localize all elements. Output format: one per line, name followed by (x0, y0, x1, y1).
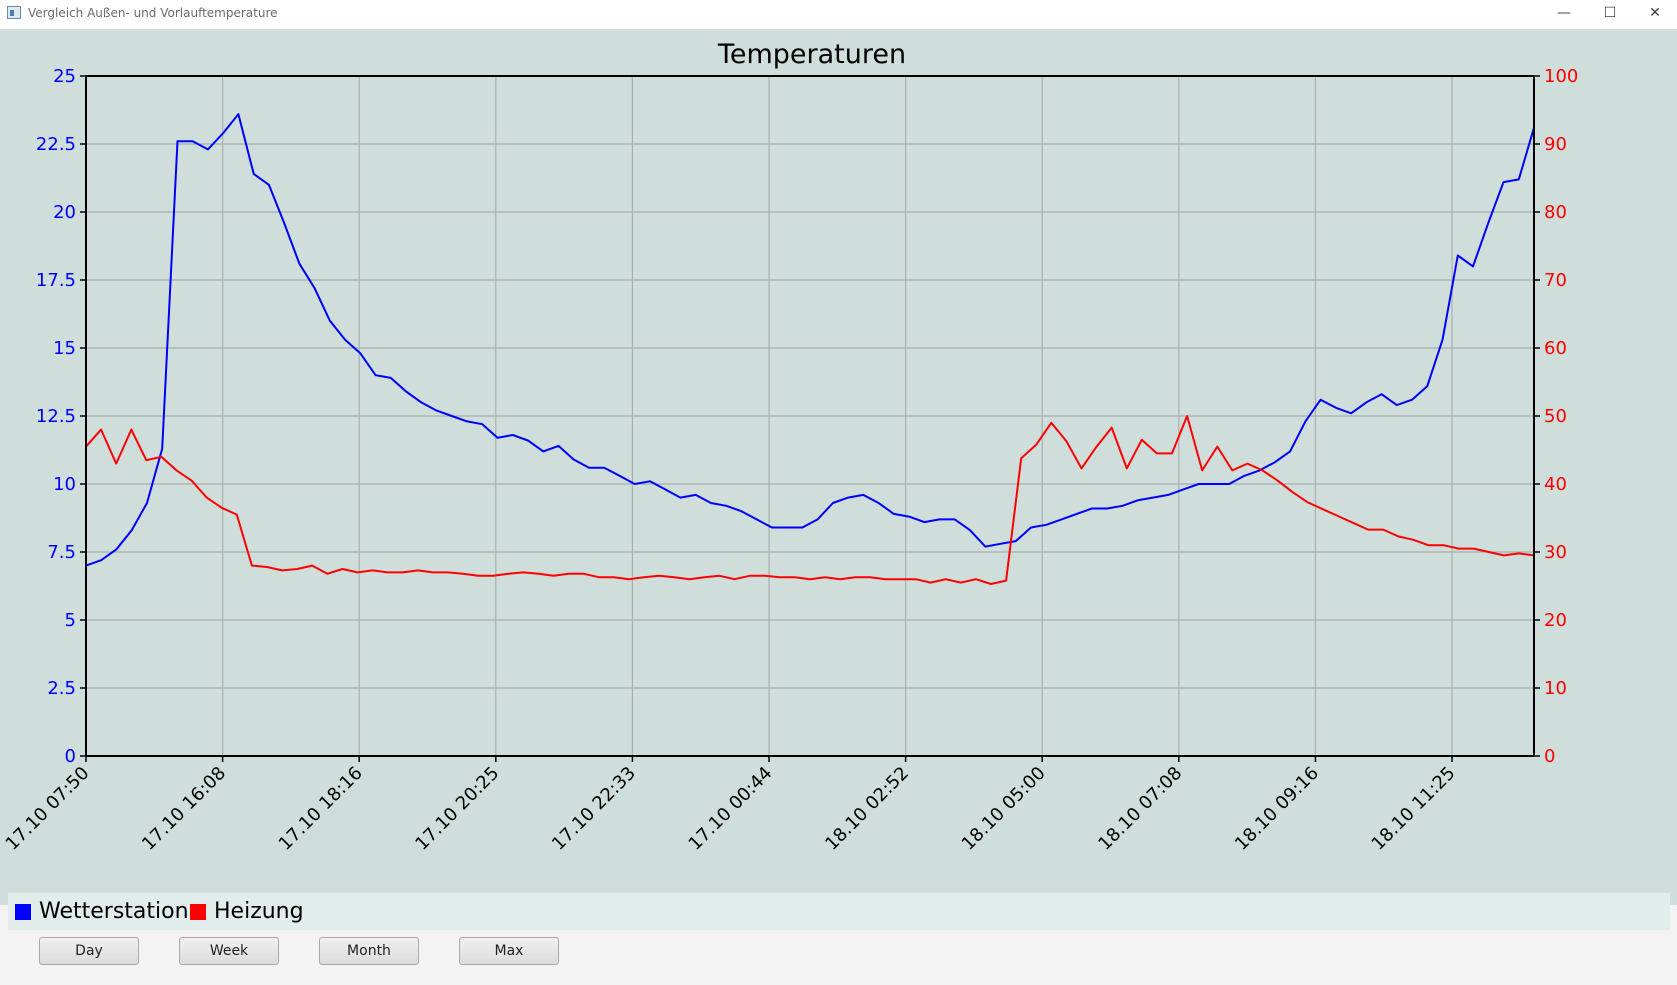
minimize-button[interactable]: — (1557, 5, 1571, 21)
x-tick-label: 17.10 07:50 (2, 763, 94, 855)
y-right-tick-label: 90 (1544, 134, 1567, 155)
y-left-tick-label: 17.5 (36, 270, 76, 291)
legend-item-wetterstation: Wetterstation (15, 893, 189, 930)
x-tick-label: 17.10 20:25 (411, 763, 503, 855)
legend: Wetterstation Heizung (8, 893, 1670, 930)
y-right-tick-label: 20 (1544, 610, 1567, 631)
series-line-heizung (85, 415, 1535, 585)
x-tick-label: 18.10 05:00 (958, 763, 1050, 855)
window-titlebar: Vergleich Außen- und Vorlauftemperature … (0, 0, 1677, 29)
legend-swatch-heizung (190, 903, 206, 920)
grid-lines (85, 75, 1534, 757)
chart-title: Temperaturen (717, 39, 906, 70)
close-button[interactable]: ✕ (1649, 5, 1661, 21)
y-right-tick-label: 50 (1544, 406, 1567, 427)
y-left-tick-label: 10 (53, 474, 76, 495)
y-right-tick-label: 30 (1544, 542, 1567, 563)
y-right-tick-label: 100 (1544, 66, 1578, 87)
x-tick-label: 18.10 07:08 (1094, 763, 1186, 855)
series-lines (85, 113, 1535, 585)
y-right-tick-label: 0 (1544, 746, 1555, 767)
y-right-tick-label: 70 (1544, 270, 1567, 291)
month-button[interactable]: Month (319, 937, 419, 965)
x-tick-label: 17.10 18:16 (275, 763, 367, 855)
y-left-tick-label: 5 (65, 610, 76, 631)
legend-item-heizung: Heizung (190, 893, 304, 930)
y-left-tick-label: 0 (65, 746, 76, 767)
y-left-tick-label: 22.5 (36, 134, 76, 155)
axes (80, 75, 1540, 762)
y-right-tick-label: 40 (1544, 474, 1567, 495)
legend-swatch-wetterstation (15, 903, 31, 920)
legend-label-wetterstation: Wetterstation (39, 899, 189, 924)
series-line-wetterstation (85, 113, 1535, 567)
y-left-tick-label: 20 (53, 202, 76, 223)
app-icon (7, 6, 21, 19)
legend-label-heizung: Heizung (214, 899, 304, 924)
maximize-button[interactable]: ☐ (1603, 5, 1617, 21)
y-left-tick-label: 7.5 (47, 542, 76, 563)
y-right-tick-label: 60 (1544, 338, 1567, 359)
x-tick-label: 17.10 00:44 (685, 763, 777, 855)
max-button[interactable]: Max (459, 937, 559, 965)
x-tick-label: 17.10 16:08 (138, 763, 230, 855)
window-title: Vergleich Außen- und Vorlauftemperature (28, 6, 278, 20)
y-left-tick-label: 25 (53, 66, 76, 87)
week-button[interactable]: Week (179, 937, 279, 965)
y-left-tick-label: 2.5 (47, 678, 76, 699)
y-left-tick-label: 12.5 (36, 406, 76, 427)
y-right-tick-label: 80 (1544, 202, 1567, 223)
y-left-tick-label: 15 (53, 338, 76, 359)
day-button[interactable]: Day (39, 937, 139, 965)
x-tick-label: 18.10 11:25 (1368, 763, 1460, 855)
y-right-tick-label: 10 (1544, 678, 1567, 699)
x-tick-label: 18.10 09:16 (1231, 763, 1323, 855)
x-tick-label: 18.10 02:52 (821, 763, 913, 855)
chart-labels: 0 2.5 5 7.5 10 12.5 15 17.5 20 22.5 25 0 10 20 30 40 50 6… (2, 39, 1579, 855)
x-tick-label: 17.10 22:33 (548, 763, 640, 855)
chart-area: 0 2.5 5 7.5 10 12.5 15 17.5 20 22.5 25 0 10 20 30 40 50 6… (0, 29, 1677, 930)
temperature-chart: 0 2.5 5 7.5 10 12.5 15 17.5 20 22.5 25 0 10 20 30 40 50 6… (2, 39, 1579, 855)
